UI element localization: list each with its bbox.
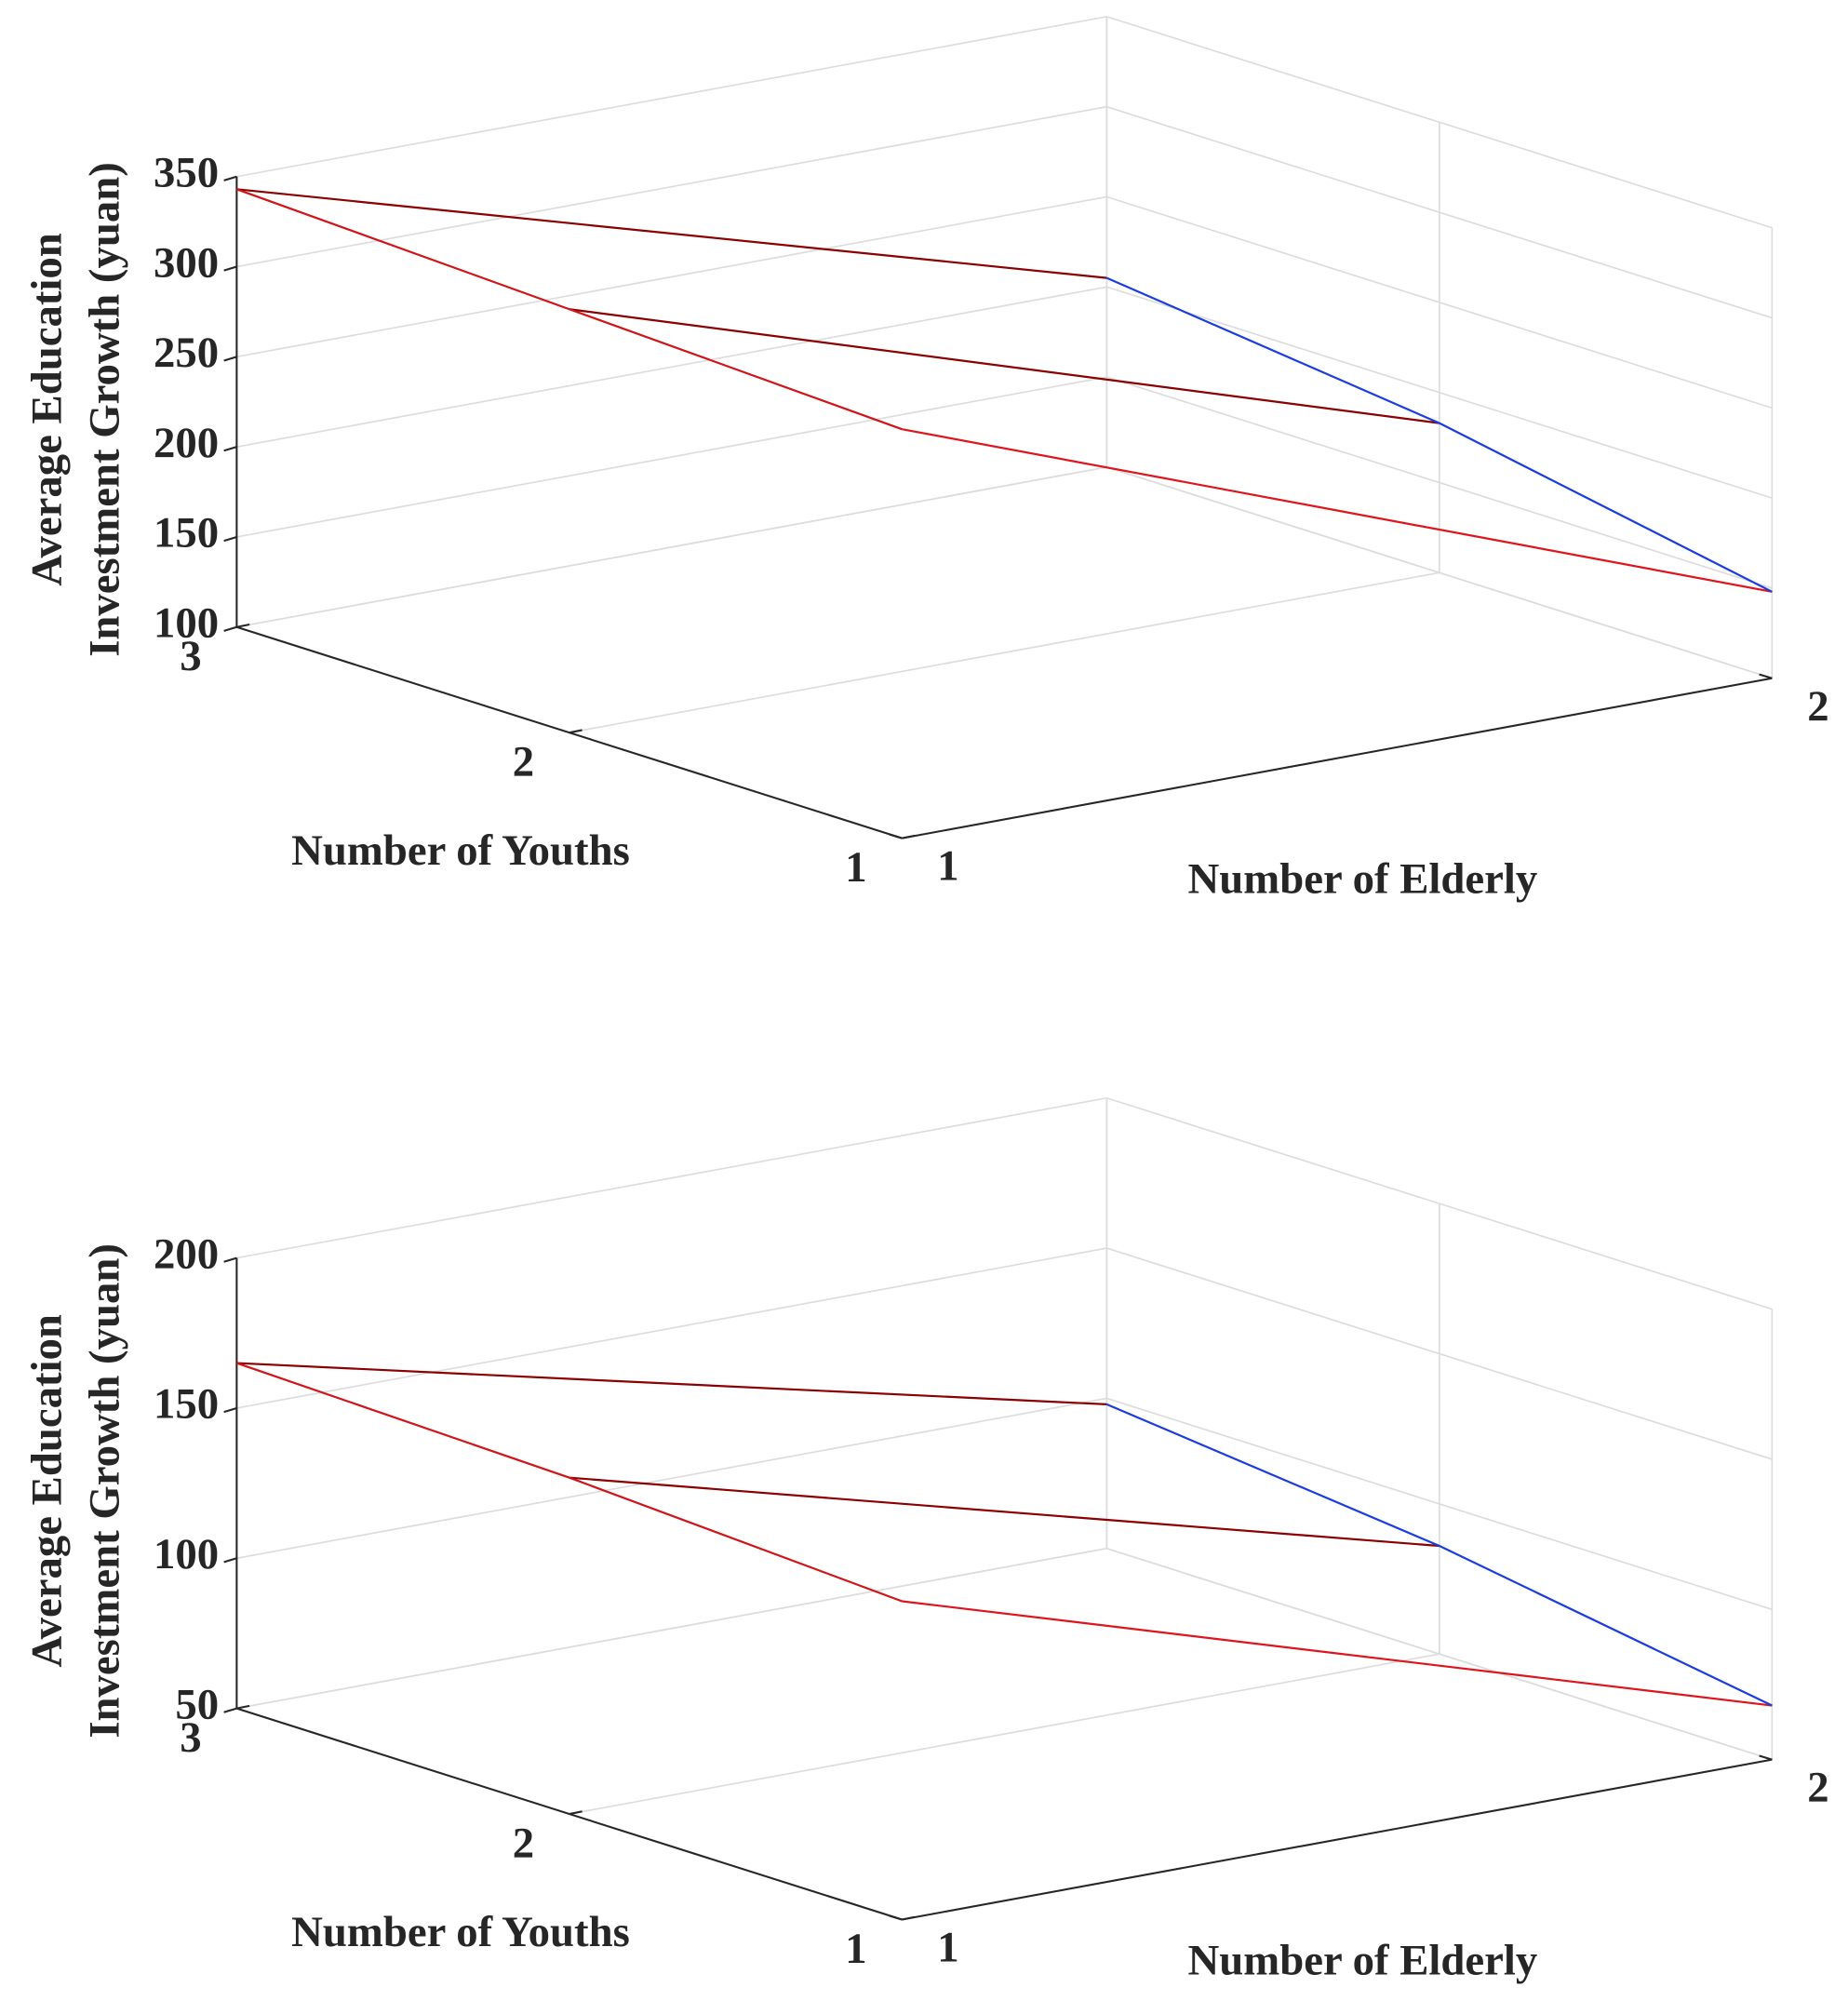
grid-line xyxy=(236,1247,1107,1409)
z-tick-label: 50 xyxy=(175,1680,219,1728)
x-tick-label: 2 xyxy=(1807,682,1828,731)
mesh-row xyxy=(902,1600,1773,1707)
tick-mark xyxy=(889,1914,903,1921)
mesh-column xyxy=(236,188,903,431)
y-tick-label: 3 xyxy=(180,1713,201,1762)
x-axis xyxy=(902,1758,1773,1921)
mesh-column xyxy=(236,1362,903,1603)
y-tick-label: 1 xyxy=(845,1925,866,1973)
grid-line xyxy=(236,466,1107,628)
z-tick-label: 350 xyxy=(154,148,219,196)
grid-line xyxy=(236,195,1107,358)
grid-line xyxy=(236,16,1107,178)
grid-line xyxy=(236,1397,1107,1560)
chart: 100 150 200 250 300 350 1 2 3 1 2 Number of Youths N… xyxy=(23,16,1829,903)
tick-mark xyxy=(223,356,237,362)
tick-mark xyxy=(889,833,903,839)
z-axis-title: Investment Growth (yuan) xyxy=(81,162,129,657)
z-tick-label: 150 xyxy=(154,1380,219,1429)
grid-line xyxy=(236,105,1107,268)
grid-line xyxy=(236,286,1107,448)
x-tick-label: 2 xyxy=(1807,1764,1828,1812)
mesh-row xyxy=(236,1362,1107,1405)
grid-line xyxy=(236,1096,1107,1259)
grid-line xyxy=(236,376,1107,538)
y-tick-label: 1 xyxy=(845,843,866,892)
z-tick-label: 300 xyxy=(154,238,219,287)
z-tick-label: 150 xyxy=(154,509,219,557)
y-axis-title: Number of Youths xyxy=(291,1908,630,1956)
y-tick-label: 2 xyxy=(513,1820,534,1868)
z-tick-label: 200 xyxy=(154,1229,219,1278)
y-tick-label: 3 xyxy=(180,632,201,680)
chart: 50 100 150 200 1 2 3 1 2 Number of Youths Number o… xyxy=(23,1096,1829,1984)
tick-mark xyxy=(223,1557,237,1564)
grid-line xyxy=(236,1547,1107,1710)
tick-mark xyxy=(223,625,237,632)
x-tick-label: 1 xyxy=(937,1924,958,1972)
mesh-column xyxy=(1105,1403,1773,1707)
y-axis-title: Number of Youths xyxy=(291,826,630,875)
tick-mark xyxy=(223,535,237,543)
tick-mark xyxy=(223,1406,237,1414)
tick-mark xyxy=(223,175,237,181)
mesh-column xyxy=(1105,276,1773,593)
tick-mark xyxy=(569,1810,583,1816)
tick-mark xyxy=(902,1915,916,1921)
mesh-row xyxy=(569,308,1440,424)
mesh-row xyxy=(236,188,1107,279)
z-tick-label: 200 xyxy=(154,419,219,467)
grid-line xyxy=(1106,1547,1773,1761)
x-axis-title: Number of Elderly xyxy=(1188,1936,1538,1984)
tick-mark xyxy=(236,623,250,628)
tick-mark xyxy=(223,1707,237,1713)
tick-mark xyxy=(1759,673,1773,679)
z-tick-label: 100 xyxy=(154,598,219,647)
x-tick-label: 1 xyxy=(937,842,958,891)
mesh-row xyxy=(902,428,1773,593)
mesh-row xyxy=(569,1476,1440,1548)
tick-mark xyxy=(1759,1754,1773,1761)
z-axis-title: Average Education xyxy=(23,233,72,586)
tick-mark xyxy=(569,729,583,734)
tick-mark xyxy=(223,1256,237,1263)
grid-line xyxy=(1106,466,1773,679)
tick-mark xyxy=(236,1704,250,1710)
tick-mark xyxy=(223,446,237,452)
z-axis-title: Average Education xyxy=(23,1314,72,1668)
z-axis-title: Investment Growth (yuan) xyxy=(81,1243,129,1739)
grid-line xyxy=(569,571,1440,733)
tick-mark xyxy=(902,834,916,839)
x-axis-title: Number of Elderly xyxy=(1188,854,1538,903)
grid-line xyxy=(569,1653,1440,1815)
z-tick-label: 250 xyxy=(154,329,219,377)
z-tick-label: 100 xyxy=(154,1530,219,1578)
x-axis xyxy=(902,677,1773,839)
tick-mark xyxy=(223,265,237,272)
y-tick-label: 2 xyxy=(513,738,534,786)
